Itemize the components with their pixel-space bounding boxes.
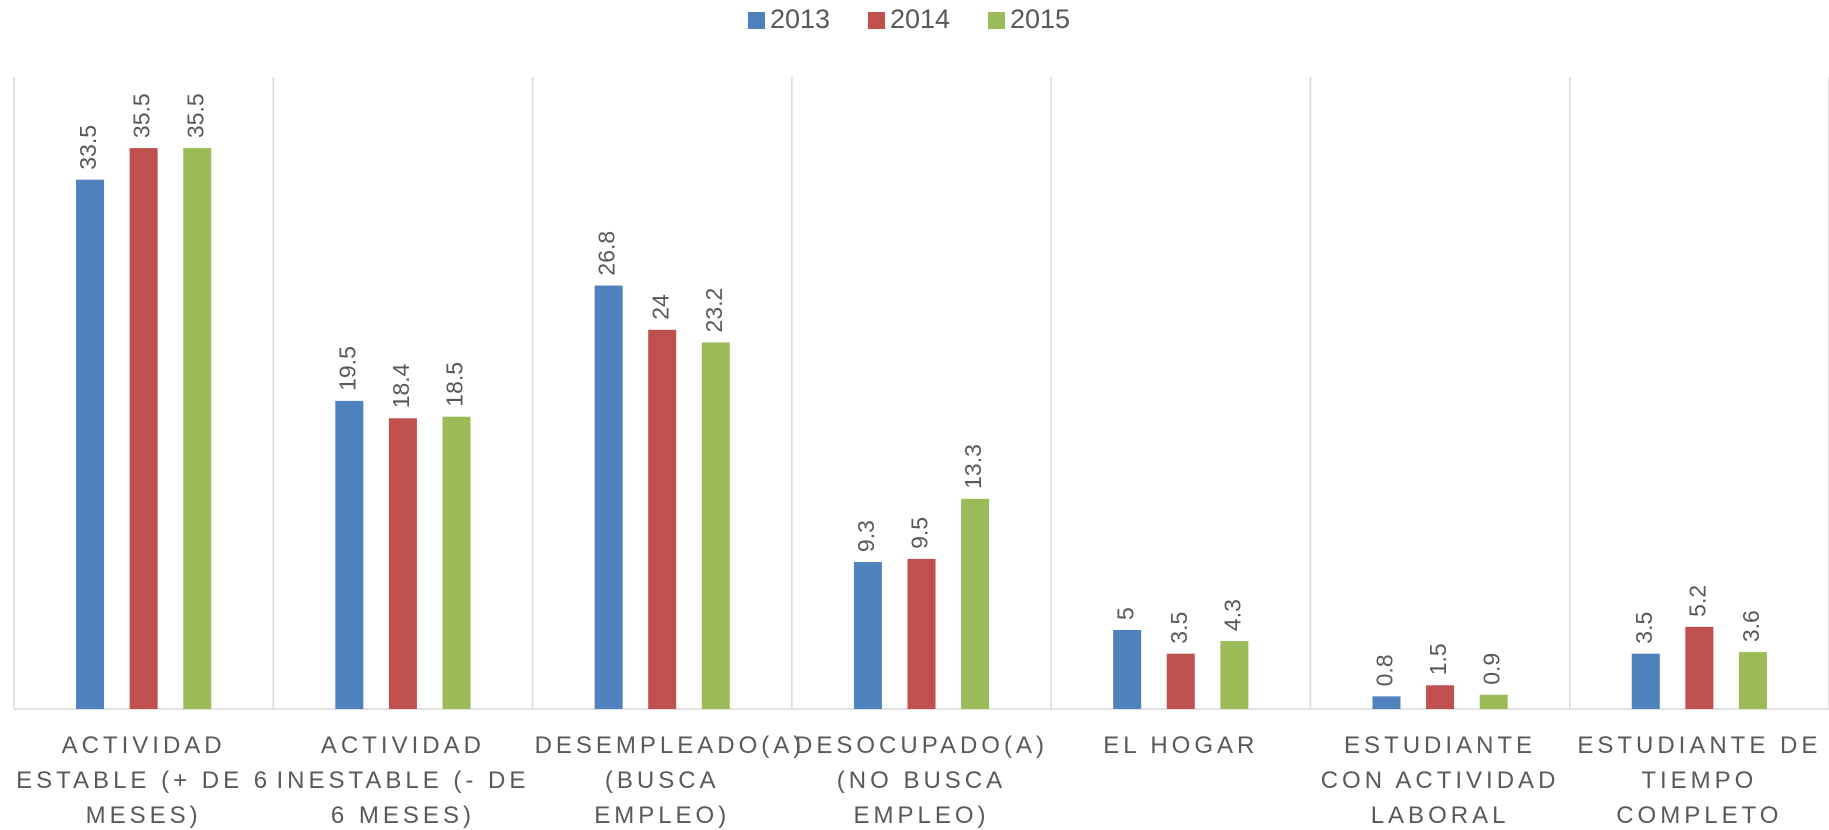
x-tick-label: ACTIVIDAD ESTABLE (+ DE 6 MESES) [16,732,272,829]
bar [1685,626,1714,709]
bar [388,418,417,709]
data-label: 26.8 [594,231,620,276]
legend-swatch [868,12,885,29]
bar [1113,630,1142,709]
data-label: 3.5 [1166,612,1192,644]
bar [1166,653,1195,709]
bar [648,329,677,709]
bar [129,148,158,710]
bar [183,148,212,710]
bar [594,285,623,709]
legend-swatch [988,12,1005,29]
data-label: 9.3 [853,520,879,552]
data-label: 3.5 [1631,612,1657,644]
legend-swatch [748,12,765,29]
bar [335,400,364,709]
data-label: 3.6 [1738,610,1764,642]
bar [853,562,882,709]
bar [1220,641,1249,709]
data-label: 9.5 [907,517,933,549]
bar [907,558,936,709]
x-tick-label: ESTUDIANTE DE TIEMPO COMPLETO [1577,732,1822,829]
x-tick-label: EL HOGAR [1103,732,1259,759]
data-label: 5.2 [1684,585,1710,617]
data-label: 18.4 [388,363,414,408]
bar [442,416,471,709]
legend-label: 2015 [1010,4,1070,34]
bar [1738,652,1767,709]
data-label: 35.5 [182,93,208,138]
data-label: 33.5 [75,125,101,170]
data-label: 13.3 [960,444,986,489]
data-label: 0.9 [1479,653,1505,685]
x-tick-label: DESOCUPADO(A) (NO BUSCA EMPLEO) [795,732,1048,829]
data-label: 19.5 [334,346,360,391]
data-label: 23.2 [701,288,727,333]
data-label: 4.3 [1219,599,1245,631]
legend-label: 2014 [890,4,950,34]
x-tick-label: DESEMPLEADO(A) (BUSCA EMPLEO) [534,732,806,829]
bar [1479,694,1508,709]
x-tick-label: ACTIVIDAD INESTABLE (- DE 6 MESES) [276,732,530,829]
data-label: 35.5 [129,93,155,138]
data-label: 5 [1112,607,1138,620]
bar [1631,653,1660,709]
bar [1372,696,1401,709]
data-label: 0.8 [1372,654,1398,686]
data-label: 18.5 [442,362,468,407]
legend-label: 2013 [770,4,830,34]
x-tick-label: ESTUDIANTE CON ACTIVIDAD LABORAL [1320,732,1560,829]
bar [1426,685,1455,709]
data-label: 24 [647,294,673,320]
bar [961,498,990,709]
bar [701,342,730,709]
bar [76,179,105,709]
data-label: 1.5 [1425,643,1451,675]
